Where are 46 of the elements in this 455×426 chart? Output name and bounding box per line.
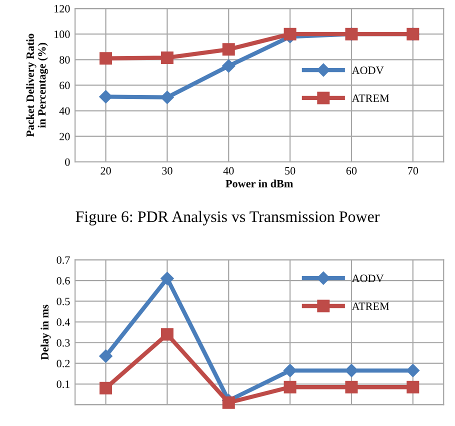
point	[99, 90, 112, 104]
x-tick-label: 30	[162, 167, 172, 175]
legend-label: ATREM	[352, 94, 390, 102]
point	[284, 380, 296, 394]
point	[160, 272, 174, 286]
x-tick-label: 70	[408, 167, 418, 175]
point	[222, 396, 235, 409]
y-tick-label: 120	[54, 4, 70, 12]
point	[99, 349, 112, 363]
x-tick-label: 50	[285, 167, 296, 175]
point	[344, 364, 358, 378]
point	[283, 364, 297, 378]
legend-label: AODV	[352, 274, 384, 282]
y-tick-label: 20	[60, 132, 70, 140]
x-axis-title: Power in dBm	[226, 180, 294, 188]
point	[222, 59, 236, 73]
y-tick-label: 0.2	[56, 360, 70, 368]
y-tick-label: 0.6	[56, 277, 70, 285]
y-axis-title: Packet Delivery Ratio in Percentage (%)	[26, 34, 48, 137]
y-tick-label: 40	[59, 107, 70, 115]
caption: Figure 6: PDR Analysis vs Transmission Power	[76, 210, 380, 226]
y-tick-label: 0.4	[56, 318, 70, 326]
point	[100, 382, 112, 394]
y-tick-label: 0.7	[56, 256, 70, 264]
y-axis-title: Delay in ms	[40, 304, 51, 360]
point	[406, 380, 420, 394]
x-tick-label: 60	[346, 167, 357, 175]
point	[160, 51, 174, 64]
y-tick-label: 100	[54, 30, 70, 38]
x-tick-label: 40	[223, 167, 234, 175]
y-tick-label: 0.5	[56, 298, 70, 306]
point	[160, 90, 174, 104]
y-tick-label: 0	[65, 158, 70, 166]
y-tick-label: 0.3	[56, 339, 70, 347]
legend-label: ATREM	[352, 302, 390, 310]
legend-label: AODV	[352, 66, 384, 74]
y-tick-label: 60	[60, 82, 70, 90]
point	[284, 28, 296, 40]
point	[100, 52, 112, 65]
point	[222, 43, 235, 56]
point	[406, 364, 420, 378]
point	[160, 328, 174, 341]
point	[345, 380, 358, 394]
x-tick-label: 20	[100, 167, 111, 175]
y-tick-label: 0.1	[56, 380, 70, 388]
y-tick-label: 80	[60, 56, 70, 64]
